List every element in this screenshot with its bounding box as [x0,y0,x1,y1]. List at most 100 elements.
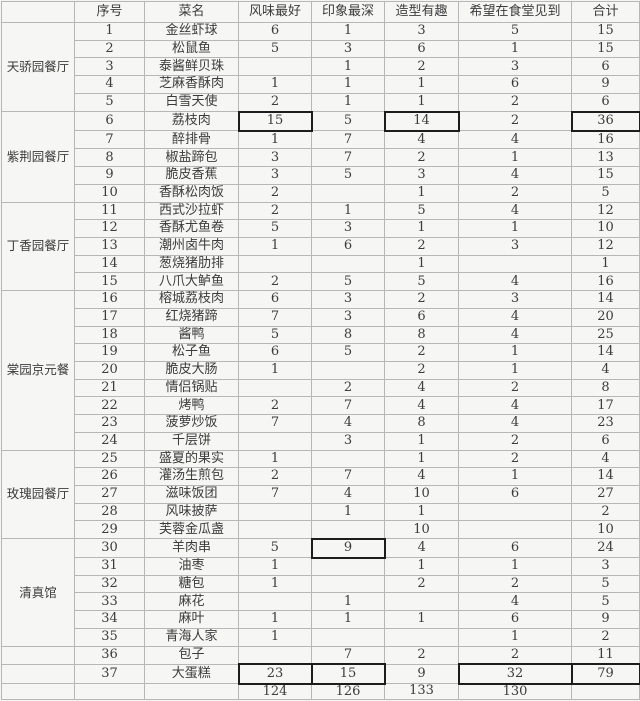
row-number-cell: 6 [74,111,145,132]
value-cell: 23 [571,414,640,433]
restaurant-group-cell: 棠园京元餐 [1,290,75,451]
row-number-cell: 36 [74,645,145,665]
table-row: 14 葱烧猪肋排 1 1 [2,254,640,274]
value-cell: 7 [311,645,385,665]
value-cell: 4 [458,130,572,150]
value-cell: 1 [458,39,572,59]
value-cell: 1 [384,183,459,203]
dish-name-cell: 酱鸭 [144,325,239,345]
value-cell [238,378,312,398]
value-cell: 6 [238,290,312,309]
value-cell: 2 [458,111,572,132]
value-cell [311,254,385,274]
value-cell: 20 [571,307,640,327]
column-total-cell [144,683,239,700]
header-cell [1,1,75,23]
dish-name-cell: 烤鸭 [144,396,239,416]
table-row: 33 麻花 1 4 5 [2,592,640,612]
dish-name-cell: 包子 [144,645,239,665]
value-cell: 4 [571,360,640,380]
row-number-cell: 29 [74,520,145,540]
value-cell: 6 [571,57,640,77]
table-row: 12 香酥尤鱼卷 5 3 1 1 10 [2,219,640,238]
table-row: 31 油枣 1 1 1 3 [2,557,640,576]
value-cell: 2 [311,378,385,398]
value-cell: 3 [311,307,385,327]
value-cell: 14 [571,290,640,309]
value-cell: 5 [238,325,312,345]
value-cell: 1 [311,201,385,221]
value-cell [384,627,459,647]
dish-name-cell: 芝麻香酥肉 [144,75,239,94]
row-number-cell: 27 [74,485,145,504]
dish-name-cell: 菠萝炒饭 [144,414,239,433]
table-footer: 124 126 133 130 [1,683,640,700]
table-row: 棠园京元餐 16 榕城荔枝肉 6 3 2 3 14 [1,290,640,451]
value-cell: 3 [238,148,312,168]
table-row: 27 滋味饭团 7 4 10 6 27 [2,485,640,504]
value-cell [311,557,385,576]
value-cell: 14 [571,467,640,486]
table-row: 20 脆皮大肠 1 2 1 4 [2,360,640,380]
value-cell: 1 [238,360,312,380]
value-cell: 1 [458,627,572,647]
value-cell: 2 [384,148,459,168]
dish-name-cell: 金丝虾球 [144,22,239,41]
restaurant-group-cell: 清真馆 [1,538,75,647]
value-cell: 16 [571,272,640,292]
row-number-cell: 30 [74,538,145,559]
row-number-cell: 34 [74,610,145,629]
restaurant-group-cell: 紫荆园餐厅 [1,111,75,203]
table-header: 序号 菜名 风味最好 印象最深 造型有趣 希望在食堂见到 合计 [1,1,640,23]
value-cell: 10 [571,219,640,238]
dish-name-cell: 情侣锅贴 [144,378,239,398]
dish-name-cell: 泰酱鲜贝珠 [144,57,239,77]
table-row: 2 松鼠鱼 5 3 6 1 15 [2,39,640,59]
table-row: 28 风味披萨 1 1 2 [2,502,640,522]
value-cell: 2 [458,378,572,398]
restaurant-group-cell: 玫瑰园餐厅 [1,449,75,540]
value-cell: 1 [238,610,312,629]
value-cell [311,449,385,469]
table-row: 13 潮州卤牛肉 1 6 2 3 12 [2,236,640,256]
table-row: 36 包子 7 2 2 11 [1,645,640,665]
row-number-cell: 25 [74,449,145,469]
value-cell: 2 [384,360,459,380]
value-cell: 5 [238,538,312,559]
value-cell: 9 [571,75,640,94]
dish-name-cell: 松鼠鱼 [144,39,239,59]
header-row: 序号 菜名 风味最好 印象最深 造型有趣 希望在食堂见到 合计 [1,1,640,23]
value-cell: 1 [458,557,572,576]
value-cell: 3 [458,57,572,77]
value-cell: 1 [384,75,459,94]
dish-name-cell: 香酥尤鱼卷 [144,219,239,238]
value-cell: 4 [458,307,572,327]
column-total-cell [571,683,640,700]
value-cell: 16 [571,130,640,150]
value-cell: 1 [311,610,385,629]
table-row: 22 烤鸭 2 7 4 4 17 [2,396,640,416]
value-cell: 27 [571,485,640,504]
value-cell: 2 [238,183,312,203]
column-total-cell: 124 [238,683,312,700]
table-row: 7 醉排骨 1 7 4 4 16 [2,130,640,150]
value-cell: 4 [384,378,459,398]
value-cell [458,502,572,522]
value-cell: 1 [384,431,459,451]
row-number-cell: 15 [74,272,145,292]
value-cell: 2 [458,431,572,451]
row-number-cell: 10 [74,183,145,203]
table-row: 10 香酥松肉饭 2 1 2 5 [2,183,640,203]
dish-name-cell: 糖包 [144,574,239,594]
row-number-cell: 19 [74,343,145,362]
value-cell: 5 [384,272,459,292]
table-row: 8 椒盐蹄包 3 7 2 1 13 [2,148,640,168]
value-cell: 79 [570,663,640,685]
value-cell: 13 [571,148,640,168]
dish-name-cell: 麻花 [144,592,239,612]
value-cell: 9 [571,610,640,629]
value-cell: 1 [238,236,312,256]
table-row: 3 泰酱鲜贝珠 1 2 3 6 [2,57,640,77]
dish-name-cell: 白雪天使 [144,92,239,113]
dish-name-cell: 大蛋糕 [144,663,239,685]
